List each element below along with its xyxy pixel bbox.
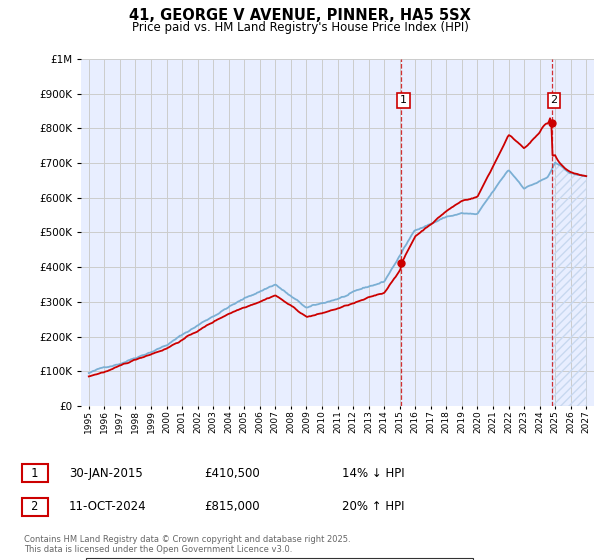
Text: £815,000: £815,000 — [204, 500, 260, 514]
Text: 41, GEORGE V AVENUE, PINNER, HA5 5SX: 41, GEORGE V AVENUE, PINNER, HA5 5SX — [129, 8, 471, 24]
Text: 20% ↑ HPI: 20% ↑ HPI — [342, 500, 404, 514]
Text: 11-OCT-2024: 11-OCT-2024 — [69, 500, 146, 514]
Text: 1: 1 — [24, 466, 46, 480]
Text: 30-JAN-2015: 30-JAN-2015 — [69, 466, 143, 480]
Text: 2: 2 — [24, 500, 46, 514]
Text: 1: 1 — [400, 95, 407, 105]
Text: 14% ↓ HPI: 14% ↓ HPI — [342, 466, 404, 480]
Text: £410,500: £410,500 — [204, 466, 260, 480]
Text: Contains HM Land Registry data © Crown copyright and database right 2025.
This d: Contains HM Land Registry data © Crown c… — [24, 535, 350, 554]
Legend: 41, GEORGE V AVENUE, PINNER, HA5 5SX (semi-detached house), HPI: Average price, : 41, GEORGE V AVENUE, PINNER, HA5 5SX (se… — [86, 558, 473, 560]
Text: Price paid vs. HM Land Registry's House Price Index (HPI): Price paid vs. HM Land Registry's House … — [131, 21, 469, 34]
Text: 2: 2 — [550, 95, 557, 105]
